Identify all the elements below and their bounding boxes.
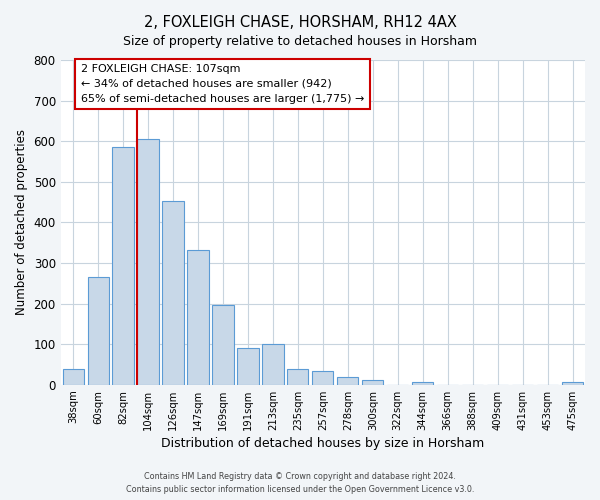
Bar: [287, 368, 308, 385]
Y-axis label: Number of detached properties: Number of detached properties: [15, 130, 28, 316]
Bar: [362, 380, 383, 385]
Bar: [212, 305, 233, 385]
Bar: [412, 382, 433, 385]
Bar: [112, 148, 134, 385]
Bar: [88, 277, 109, 385]
Bar: [337, 376, 358, 385]
Text: Size of property relative to detached houses in Horsham: Size of property relative to detached ho…: [123, 35, 477, 48]
Bar: [238, 348, 259, 385]
Text: 2, FOXLEIGH CHASE, HORSHAM, RH12 4AX: 2, FOXLEIGH CHASE, HORSHAM, RH12 4AX: [143, 15, 457, 30]
Bar: [187, 250, 209, 385]
X-axis label: Distribution of detached houses by size in Horsham: Distribution of detached houses by size …: [161, 437, 484, 450]
Bar: [163, 201, 184, 385]
Text: Contains HM Land Registry data © Crown copyright and database right 2024.
Contai: Contains HM Land Registry data © Crown c…: [126, 472, 474, 494]
Bar: [562, 382, 583, 385]
Bar: [312, 372, 334, 385]
Bar: [62, 370, 84, 385]
Bar: [137, 139, 158, 385]
Bar: [262, 344, 284, 385]
Text: 2 FOXLEIGH CHASE: 107sqm
← 34% of detached houses are smaller (942)
65% of semi-: 2 FOXLEIGH CHASE: 107sqm ← 34% of detach…: [80, 64, 364, 104]
